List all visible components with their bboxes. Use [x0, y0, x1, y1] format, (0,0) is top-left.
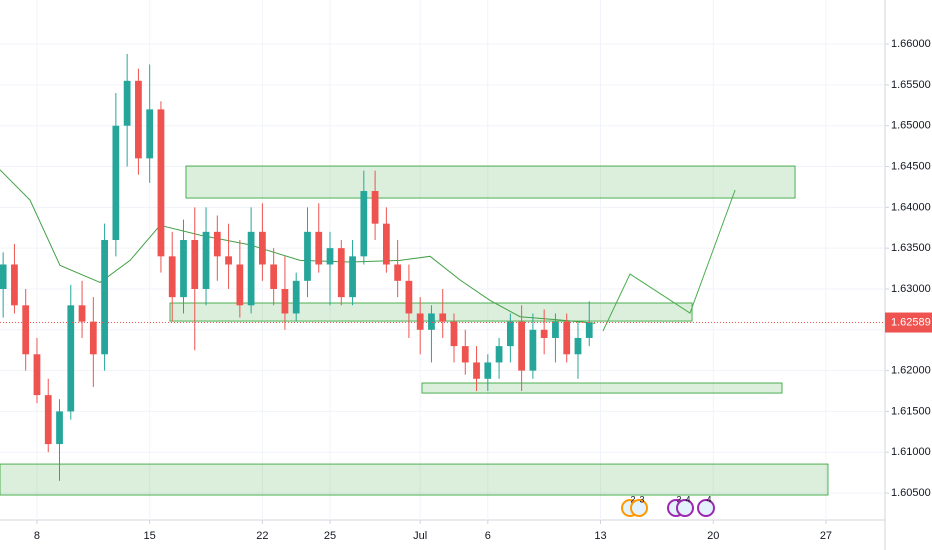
candle-body: [101, 240, 108, 355]
candle-body: [191, 240, 199, 289]
candle-body: [450, 321, 458, 347]
x-tick-label: 8: [34, 530, 40, 542]
last-price-label: 1.62589: [891, 316, 931, 328]
candle-body: [382, 223, 390, 265]
y-tick-label: 1.65500: [891, 79, 931, 91]
y-tick-label: 1.66000: [891, 38, 931, 50]
candle-body: [461, 346, 469, 363]
candle-body: [157, 109, 165, 257]
candle-body: [89, 321, 97, 355]
candle-body: [180, 240, 187, 298]
candle-body: [529, 329, 537, 371]
x-tick-label: Jul: [413, 530, 427, 542]
candle-body: [473, 362, 480, 379]
candle-body: [495, 346, 503, 363]
x-tick-label: 6: [485, 530, 491, 542]
candle-body: [394, 264, 402, 281]
candle-body: [281, 288, 289, 314]
candle-body: [247, 231, 255, 306]
x-tick-label: 27: [820, 530, 832, 542]
y-tick-label: 1.63500: [891, 242, 931, 254]
moving-average: [0, 169, 596, 324]
candle-body: [225, 256, 232, 265]
x-tick-label: 25: [324, 530, 336, 542]
candle-body: [270, 264, 278, 289]
event-icon: [676, 499, 694, 517]
candle-body: [326, 248, 334, 265]
event-label: 4: [706, 494, 711, 504]
candle-body: [44, 395, 52, 445]
candle-body: [67, 305, 75, 412]
candle-body: [552, 321, 559, 338]
candle-body: [518, 321, 526, 371]
candle-body: [112, 125, 120, 240]
event-label: 2: [630, 494, 635, 504]
candle-body: [135, 80, 142, 159]
candle-body: [506, 321, 514, 347]
candle-body: [371, 191, 379, 224]
event-icon: [630, 499, 648, 517]
candle-body: [22, 305, 30, 355]
candle-body: [428, 313, 435, 330]
candle-body: [405, 280, 413, 314]
y-tick-label: 1.61000: [891, 446, 931, 458]
y-tick-label: 1.64500: [891, 160, 931, 172]
event-icon: [697, 499, 715, 517]
y-tick-label: 1.64000: [891, 201, 931, 213]
candle-body: [540, 329, 548, 338]
candle-body: [304, 231, 311, 281]
x-tick-label: 15: [144, 530, 156, 542]
candle-body: [292, 280, 300, 314]
candle-body: [0, 264, 7, 289]
y-tick-label: 1.65000: [891, 120, 931, 132]
y-tick-label: 1.63000: [891, 283, 931, 295]
x-tick-label: 22: [256, 530, 268, 542]
candle-body: [315, 231, 323, 265]
candle-body: [360, 191, 368, 257]
candle-body: [259, 231, 266, 265]
candle-body: [123, 80, 131, 126]
plot: [0, 0, 885, 520]
zone: [0, 463, 829, 496]
candle-body: [213, 231, 221, 257]
candle-body: [236, 264, 244, 306]
projection-line: [602, 189, 736, 332]
candle-body: [416, 313, 424, 330]
event-label: 3: [676, 494, 681, 504]
candle-body: [33, 354, 41, 396]
y-tick-label: 1.62000: [891, 365, 931, 377]
candle-body: [484, 362, 492, 379]
event-label: 3: [639, 494, 644, 504]
candle-body: [202, 231, 210, 289]
y-tick-label: 1.60500: [891, 487, 931, 499]
candle-body: [11, 264, 18, 306]
candle-body: [146, 109, 154, 159]
zone: [421, 382, 783, 394]
candle-body: [585, 322, 593, 338]
candle-body: [349, 256, 356, 298]
y-tick-label: 1.61500: [891, 405, 931, 417]
x-tick-label: 20: [707, 530, 719, 542]
candle-body: [574, 337, 582, 355]
candle-body: [337, 248, 345, 298]
candle-body: [78, 305, 86, 322]
x-tick-label: 13: [594, 530, 606, 542]
last-price-box: [885, 312, 932, 333]
candle-body: [563, 321, 571, 355]
candle-body: [56, 411, 63, 445]
candle-body: [168, 256, 176, 298]
candle-body: [439, 313, 447, 322]
event-label: 4: [685, 494, 690, 504]
zone: [185, 165, 796, 199]
